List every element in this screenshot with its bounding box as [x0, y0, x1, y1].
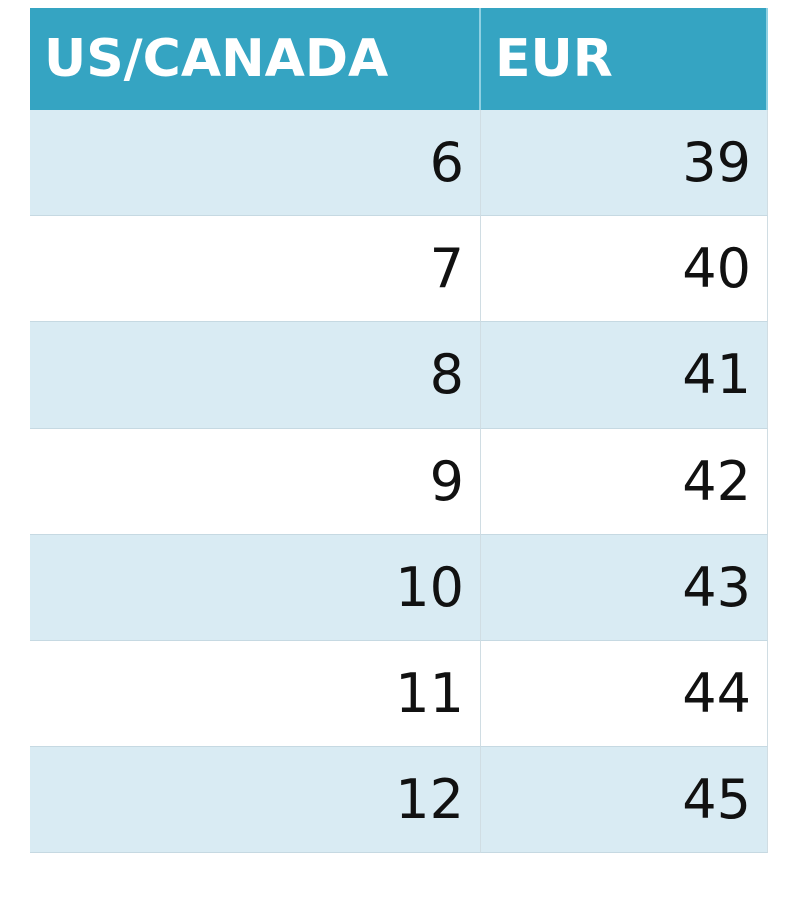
table-cell: 44	[481, 641, 768, 748]
table-cell: 43	[481, 534, 768, 641]
table-cell: 9	[30, 428, 481, 535]
table-cell: 42	[481, 428, 768, 535]
table-cell: 8	[30, 322, 481, 429]
table-cell: 7	[30, 216, 481, 323]
table-cell: 11	[30, 641, 481, 748]
header-cell: EUR	[481, 8, 768, 110]
header-cell: US/CANADA	[30, 8, 481, 110]
table-cell: 41	[481, 322, 768, 429]
size-table: US/CANADA EUR 6 39 7 40 8 41 9 42 10 43 11 44 12 45	[30, 8, 776, 854]
table-cell: 40	[481, 216, 768, 323]
table-cell: 12	[30, 747, 481, 854]
table-cell: 6	[30, 110, 481, 217]
table-cell: 45	[481, 747, 768, 854]
table-cell: 10	[30, 534, 481, 641]
table-cell: 39	[481, 110, 768, 217]
